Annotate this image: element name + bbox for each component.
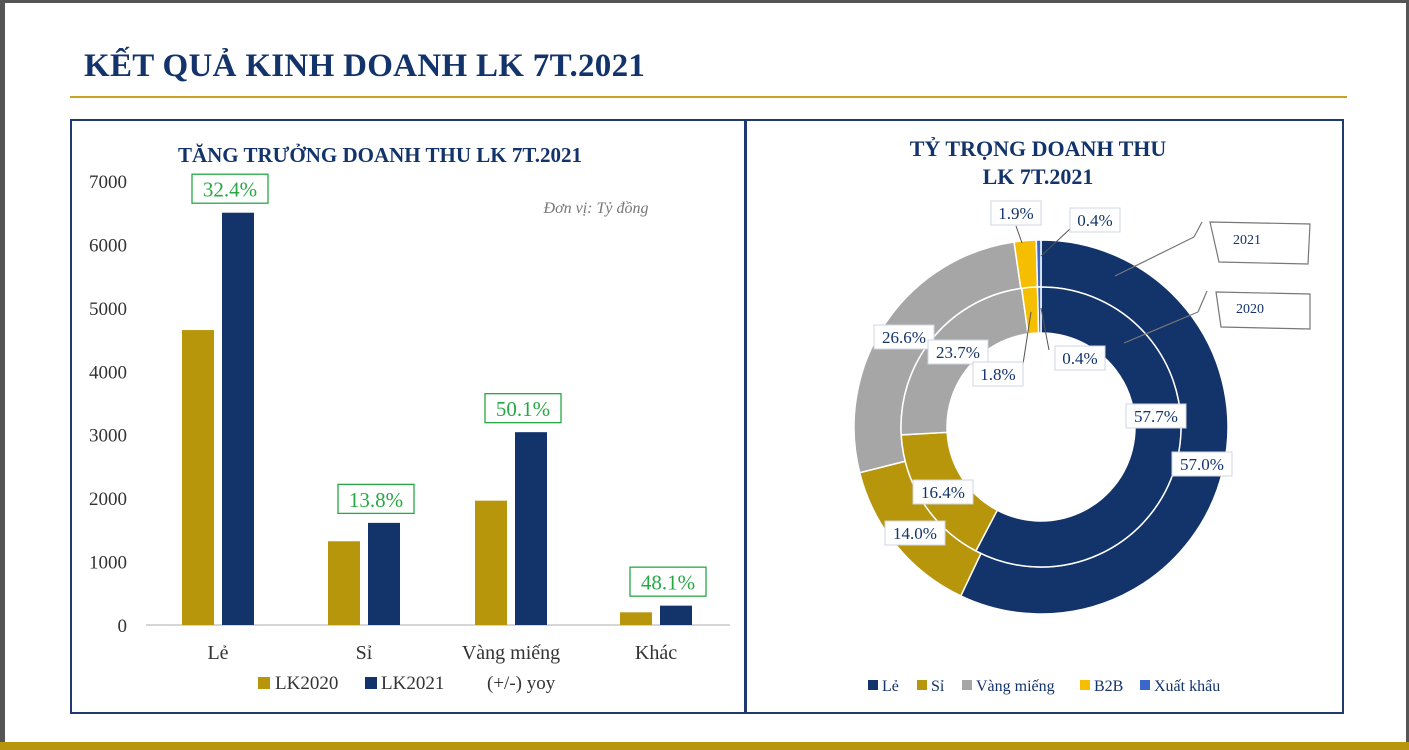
bar-lk2021-0 (222, 212, 254, 625)
y-tick-label: 0 (118, 616, 128, 637)
growth-label-box (484, 393, 562, 424)
donut-label-box (1069, 207, 1121, 233)
donut-data-label: 57.7% (1134, 407, 1178, 426)
ring-callout-label-2021: 2021 (1233, 233, 1261, 248)
ring-callout-label-2020: 2020 (1236, 302, 1264, 317)
donut-legend-swatch-4 (1140, 680, 1150, 690)
growth-label: 50.1% (496, 397, 550, 421)
donut-chart-panel (745, 119, 1344, 714)
donut-legend-swatch-0 (868, 680, 878, 690)
legend-label-lk2020: LK2020 (275, 673, 338, 694)
donut-data-label: 26.6% (882, 328, 926, 347)
legend-swatch-lk2020 (258, 677, 270, 689)
donut-label-box (1054, 345, 1106, 371)
donut-label-box (1171, 451, 1233, 477)
growth-label-box (629, 566, 707, 597)
donut-data-label: 16.4% (921, 483, 965, 502)
window-frame-left (0, 0, 5, 750)
growth-label: 13.8% (349, 488, 403, 512)
bar-lk2020-1 (328, 541, 360, 625)
donut-legend-swatch-2 (962, 680, 972, 690)
bar-lk2021-3 (660, 605, 692, 625)
donut-chart-title-line1: TỶ TRỌNG DOANH THU (910, 136, 1167, 161)
donut-data-label: 23.7% (936, 343, 980, 362)
donut-data-label: 0.4% (1062, 349, 1097, 368)
donut-label-box (990, 200, 1042, 226)
y-tick-label: 7000 (89, 172, 127, 193)
unit-note: Đơn vị: Tỷ đồng (543, 200, 649, 217)
donut-data-label: 57.0% (1180, 455, 1224, 474)
x-tick-label: Sỉ (356, 642, 373, 664)
leader-line (1015, 225, 1023, 244)
donut-data-label: 1.9% (998, 204, 1033, 223)
ring-callout-line-2020 (1123, 311, 1199, 344)
donut-legend-swatch-3 (1080, 680, 1090, 690)
donut-chart-title-line2: LK 7T.2021 (983, 164, 1094, 189)
y-tick-label: 3000 (89, 426, 127, 447)
y-tick-label: 2000 (89, 489, 127, 510)
bar-lk2021-1 (368, 522, 400, 625)
window-frame-right (1406, 0, 1409, 750)
growth-label: 32.4% (203, 178, 257, 202)
donut-legend-label-4: Xuất khẩu (1154, 678, 1220, 695)
leader-line (1040, 227, 1072, 257)
y-tick-label: 4000 (89, 362, 127, 383)
legend-label-yoy: (+/-) yoy (487, 673, 556, 694)
donut-label-box (972, 361, 1024, 387)
donut-slice-2021-4 (1035, 239, 1042, 288)
donut-data-label: 1.8% (980, 365, 1015, 384)
leader-line (1022, 311, 1032, 365)
window-frame-top (0, 0, 1409, 3)
y-tick-label: 1000 (89, 553, 127, 574)
page-title: KẾT QUẢ KINH DOANH LK 7T.2021 (84, 48, 646, 84)
donut-legend-swatch-1 (917, 680, 927, 690)
donut-slice-2020-0 (974, 286, 1182, 568)
legend-label-lk2021: LK2021 (381, 673, 444, 694)
donut-data-label: 0.4% (1077, 211, 1112, 230)
growth-label-box (337, 483, 415, 515)
leader-line (1040, 307, 1050, 351)
bar-lk2020-3 (620, 612, 652, 625)
donut-legend-label-1: Sỉ (931, 678, 945, 695)
donut-data-label: 14.0% (893, 524, 937, 543)
bar-lk2021-2 (515, 432, 547, 625)
growth-label-box (191, 173, 269, 204)
ring-callout-line-2021 (1114, 236, 1195, 277)
donut-legend-label-0: Lẻ (882, 678, 899, 695)
ring-callout-line-2020 (1197, 290, 1208, 313)
growth-label: 48.1% (641, 571, 695, 595)
bar-chart-title: TĂNG TRƯỞNG DOANH THU LK 7T.2021 (178, 143, 582, 167)
x-tick-label: Lẻ (207, 642, 228, 664)
donut-slice-2020-4 (1036, 286, 1042, 334)
bar-lk2020-2 (475, 500, 507, 625)
legend-swatch-lk2021 (365, 677, 377, 689)
donut-legend-label-2: Vàng miếng (976, 678, 1055, 695)
x-tick-label: Khác (635, 642, 677, 664)
x-tick-label: Vàng miếng (462, 642, 560, 664)
donut-label-box (884, 520, 946, 546)
ring-callout-line-2021 (1193, 221, 1203, 238)
donut-legend-label-3: B2B (1094, 678, 1123, 695)
donut-label-box (1125, 403, 1187, 429)
bar-lk2020-0 (182, 330, 214, 625)
footer-bar (0, 742, 1409, 750)
title-divider (70, 96, 1347, 98)
donut-label-box (927, 339, 989, 365)
ring-callout-box-2020 (1215, 291, 1311, 330)
ring-callout-box-2021 (1209, 221, 1311, 265)
y-tick-label: 6000 (89, 235, 127, 256)
donut-label-box (912, 479, 974, 505)
y-tick-label: 5000 (89, 299, 127, 320)
donut-label-box (873, 324, 935, 350)
